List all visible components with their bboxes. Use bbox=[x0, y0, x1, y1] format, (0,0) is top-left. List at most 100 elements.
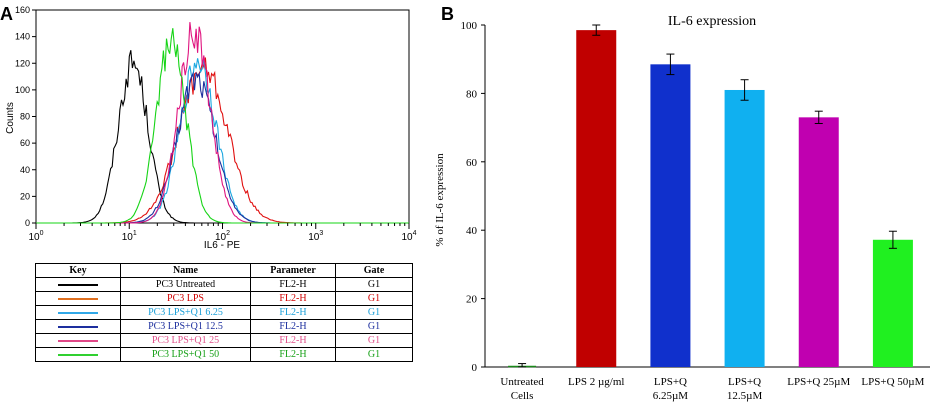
histogram-x-tick-base: 10 bbox=[308, 232, 320, 243]
histogram-x-tick-base: 10 bbox=[215, 232, 227, 243]
bar-category-label: LPS+Q 25µM bbox=[787, 376, 850, 388]
legend-name-cell: PC3 LPS+Q1 6.25 bbox=[120, 305, 251, 320]
legend-gate-cell: G1 bbox=[335, 347, 413, 362]
histogram-y-tick-label: 20 bbox=[20, 191, 30, 201]
legend-parameter-cell: FL2-H bbox=[250, 319, 336, 334]
histogram-legend-table: Key Name Parameter Gate PC3 Untreated FL2… bbox=[35, 263, 413, 362]
legend-parameter-cell: FL2-H bbox=[250, 277, 336, 292]
legend-row: PC3 LPS+Q1 50 FL2-H G1 bbox=[35, 347, 413, 362]
legend-row: PC3 Untreated FL2-H G1 bbox=[35, 277, 413, 292]
legend-row: PC3 LPS+Q1 25 FL2-H G1 bbox=[35, 333, 413, 348]
bar-category-label: 12.5µM bbox=[727, 390, 763, 402]
bar-category-label: LPS 2 µg/ml bbox=[568, 376, 624, 388]
histogram-x-tick-label: 102 bbox=[215, 230, 230, 243]
legend-parameter-cell: FL2-H bbox=[250, 291, 336, 306]
histogram-series-6 bbox=[36, 28, 409, 224]
legend-gate-cell: G1 bbox=[335, 305, 413, 320]
legend-key-line bbox=[58, 353, 98, 356]
legend-name-cell: PC3 LPS+Q1 50 bbox=[120, 347, 251, 362]
bar-marks bbox=[508, 24, 913, 368]
histogram-x-tick-exponent: 1 bbox=[133, 230, 137, 237]
histogram-y-tick-label: 60 bbox=[20, 138, 30, 148]
legend-key-cell bbox=[35, 305, 121, 320]
bar-6 bbox=[872, 239, 913, 367]
legend-gate-cell: G1 bbox=[335, 319, 413, 334]
legend-name-cell: PC3 LPS bbox=[120, 291, 251, 306]
legend-header-gate: Gate bbox=[335, 263, 413, 278]
bar-3 bbox=[650, 64, 691, 367]
legend-parameter-cell: FL2-H bbox=[250, 333, 336, 348]
legend-header-name: Name bbox=[120, 263, 251, 278]
bar-y-tick-label: 40 bbox=[466, 225, 478, 237]
histogram-x-label: IL6 - PE bbox=[204, 240, 240, 251]
legend-body: PC3 Untreated FL2-H G1 PC3 LPS FL2-H G1 PC3 LP… bbox=[35, 277, 413, 362]
legend-key-cell bbox=[35, 333, 121, 348]
histogram-y-tick-label: 80 bbox=[20, 112, 30, 122]
legend-parameter-cell: FL2-H bbox=[250, 347, 336, 362]
legend-key-cell bbox=[35, 347, 121, 362]
histogram-y-tick-label: 120 bbox=[15, 58, 30, 68]
bar-category-label: 6.25µM bbox=[653, 390, 689, 402]
legend-key-line bbox=[58, 339, 98, 342]
bar-2 bbox=[576, 30, 617, 367]
legend-row: PC3 LPS+Q1 6.25 FL2-H G1 bbox=[35, 305, 413, 320]
histogram-x-tick-exponent: 4 bbox=[413, 230, 417, 237]
legend-row: PC3 LPS FL2-H G1 bbox=[35, 291, 413, 306]
legend-gate-cell: G1 bbox=[335, 333, 413, 348]
panel-label-b: B bbox=[441, 4, 454, 24]
histogram-x-ticks: 100 101 102 103 104 bbox=[28, 223, 417, 243]
histogram-x-tick-base: 10 bbox=[401, 232, 413, 243]
bar-y-tick-label: 20 bbox=[466, 294, 478, 306]
histogram-x-tick-exponent: 2 bbox=[226, 230, 230, 237]
bar-y-label: % of IL-6 expression bbox=[434, 153, 446, 247]
bar-y-ticks: 0 20 40 60 80 100 bbox=[461, 20, 485, 374]
legend-name-cell: PC3 LPS+Q1 12.5 bbox=[120, 319, 251, 334]
legend-parameter-cell: FL2-H bbox=[250, 305, 336, 320]
bar-category-label: Cells bbox=[511, 390, 534, 402]
histogram-y-label: Counts bbox=[5, 102, 16, 134]
legend-key-cell bbox=[35, 319, 121, 334]
bar-category-label: LPS+Q bbox=[654, 376, 687, 388]
legend-key-cell bbox=[35, 291, 121, 306]
bar-y-tick-label: 100 bbox=[461, 20, 478, 32]
legend-key-line bbox=[58, 283, 98, 286]
bar-category-label: Untreated bbox=[500, 376, 544, 388]
bar-chart-title: IL-6 expression bbox=[668, 14, 756, 29]
histogram-x-tick-label: 104 bbox=[401, 230, 416, 243]
histogram-x-tick-base: 10 bbox=[28, 232, 40, 243]
bar-y-tick-label: 60 bbox=[466, 157, 478, 169]
legend-name-cell: PC3 Untreated bbox=[120, 277, 251, 292]
panel-label-a: A bbox=[0, 4, 13, 24]
histogram-x-tick-label: 100 bbox=[28, 230, 43, 243]
histogram-x-tick-label: 101 bbox=[122, 230, 137, 243]
bar-x-labels: Untreated Cells LPS 2 µg/ml LPS+Q 6.25µM LPS+… bbox=[500, 376, 924, 402]
legend-header-parameter: Parameter bbox=[250, 263, 336, 278]
legend-key-line bbox=[58, 297, 98, 300]
histogram-y-tick-label: 140 bbox=[15, 32, 30, 42]
legend-key-cell bbox=[35, 277, 121, 292]
bar-5 bbox=[798, 117, 839, 367]
bar-category-label: LPS+Q bbox=[728, 376, 761, 388]
legend-header-key: Key bbox=[35, 263, 121, 278]
histogram-curves bbox=[36, 22, 409, 224]
bar-y-tick-label: 80 bbox=[466, 88, 478, 100]
legend-key-line bbox=[58, 325, 98, 328]
legend-key-line bbox=[58, 311, 98, 314]
histogram-x-tick-label: 103 bbox=[308, 230, 323, 243]
histogram-y-tick-label: 100 bbox=[15, 85, 30, 95]
histogram-y-tick-label: 160 bbox=[15, 5, 30, 15]
legend-gate-cell: G1 bbox=[335, 277, 413, 292]
legend-row: PC3 LPS+Q1 12.5 FL2-H G1 bbox=[35, 319, 413, 334]
histogram-x-tick-exponent: 0 bbox=[40, 230, 44, 237]
legend-name-cell: PC3 LPS+Q1 25 bbox=[120, 333, 251, 348]
histogram-y-tick-label: 0 bbox=[25, 218, 30, 228]
legend-gate-cell: G1 bbox=[335, 291, 413, 306]
bar-category-label: LPS+Q 50µM bbox=[861, 376, 924, 388]
histogram-y-tick-label: 40 bbox=[20, 165, 30, 175]
bar-chart-panel: IL-6 expression % of IL-6 expression 0 20… bbox=[434, 14, 930, 402]
histogram-y-ticks: 0 20 40 60 80 100 120 140 160 bbox=[15, 5, 36, 228]
histogram-x-tick-exponent: 3 bbox=[319, 230, 323, 237]
legend-header-row: Key Name Parameter Gate bbox=[35, 263, 413, 278]
